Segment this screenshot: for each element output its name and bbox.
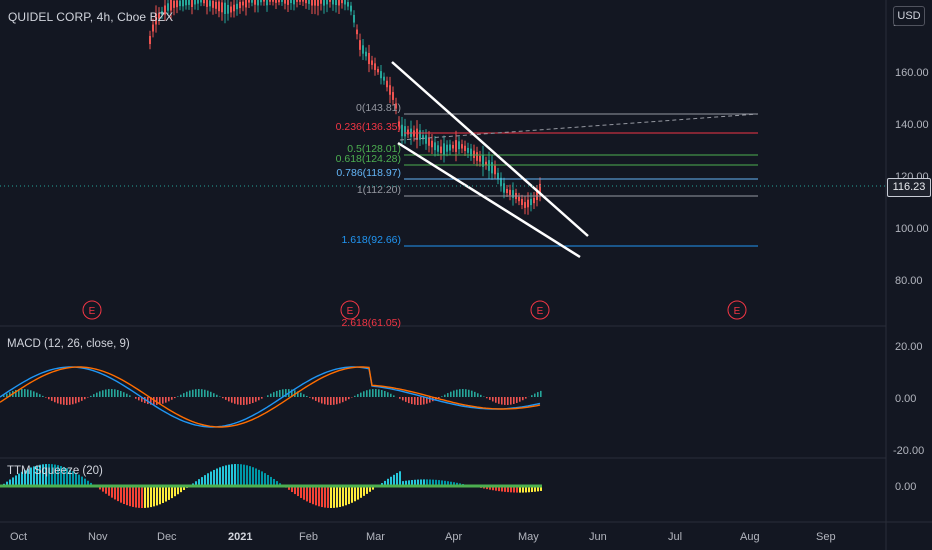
ttm-squeeze-histogram <box>3 464 542 508</box>
time-axis-label: 2021 <box>228 531 252 543</box>
interval: 4h <box>96 10 111 24</box>
price-axis-label: 80.00 <box>895 275 923 287</box>
time-axis-label: Apr <box>445 531 462 543</box>
fib-label-0786: 0.786(118.97) <box>336 167 401 179</box>
svg-text:E: E <box>734 306 741 317</box>
exchange: Cboe BZX <box>117 10 174 24</box>
fib-retracement-tool[interactable]: 0(143.81) 0.236(136.35) 0.5(128.01) 0.61… <box>336 102 759 329</box>
time-axis-label: Jun <box>589 531 607 543</box>
fib-label-0618: 0.618(124.28) <box>336 153 401 165</box>
macd-signal-line <box>0 366 541 428</box>
fib-label-05: 0.5(128.01) <box>347 143 401 155</box>
time-axis-label: Aug <box>740 531 760 543</box>
time-axis-label: Jul <box>668 531 682 543</box>
wedge-upper-trendline[interactable] <box>391 61 589 237</box>
time-axis-label: Dec <box>157 531 177 543</box>
wedge-lower-trendline[interactable] <box>397 141 581 259</box>
time-axis-label: Feb <box>299 531 318 543</box>
time-axis-label: May <box>518 531 539 543</box>
macd-axis-label: 0.00 <box>895 393 916 405</box>
last-price-tag: 116.23 <box>887 178 931 197</box>
svg-text:E: E <box>347 306 354 317</box>
fib-label-1618: 1.618(92.66) <box>341 234 401 246</box>
price-candles <box>149 0 541 215</box>
svg-text:E: E <box>537 306 544 317</box>
earnings-marker-may[interactable]: E <box>530 300 550 320</box>
price-axis-label: 100.00 <box>895 223 929 235</box>
fib-label-0: 0(143.81) <box>356 102 401 114</box>
price-axis-label: 140.00 <box>895 119 929 131</box>
price-axis-label: 160.00 <box>895 67 929 79</box>
fib-label-2618: 2.618(61.05) <box>341 317 401 329</box>
macd-axis-label: 20.00 <box>895 341 923 353</box>
fib-label-0236: 0.236(136.35) <box>336 121 401 133</box>
time-axis-label: Oct <box>10 531 27 543</box>
fib-label-1: 1(112.20) <box>357 184 401 196</box>
macd-axis-label: -20.00 <box>893 445 924 457</box>
earnings-marker-aug[interactable]: E <box>727 300 747 320</box>
macd-line <box>0 366 541 428</box>
ttm-axis-label: 0.00 <box>895 481 916 493</box>
time-axis-label: Mar <box>366 531 385 543</box>
ttm-indicator-label[interactable]: TTM Squeeze (20) <box>7 465 103 477</box>
symbol-header[interactable]: QUIDEL CORP, 4h, Cboe BZX <box>8 10 174 24</box>
macd-indicator-label[interactable]: MACD (12, 26, close, 9) <box>7 338 130 350</box>
time-axis-label: Nov <box>88 531 108 543</box>
currency-button[interactable]: USD <box>893 6 925 26</box>
symbol-name: QUIDEL CORP <box>8 10 90 24</box>
macd-histogram <box>3 389 542 405</box>
svg-text:E: E <box>89 306 96 317</box>
earnings-marker-feb[interactable]: E <box>340 300 360 320</box>
time-axis-label: Sep <box>816 531 836 543</box>
earnings-marker-oct[interactable]: E <box>82 300 102 320</box>
